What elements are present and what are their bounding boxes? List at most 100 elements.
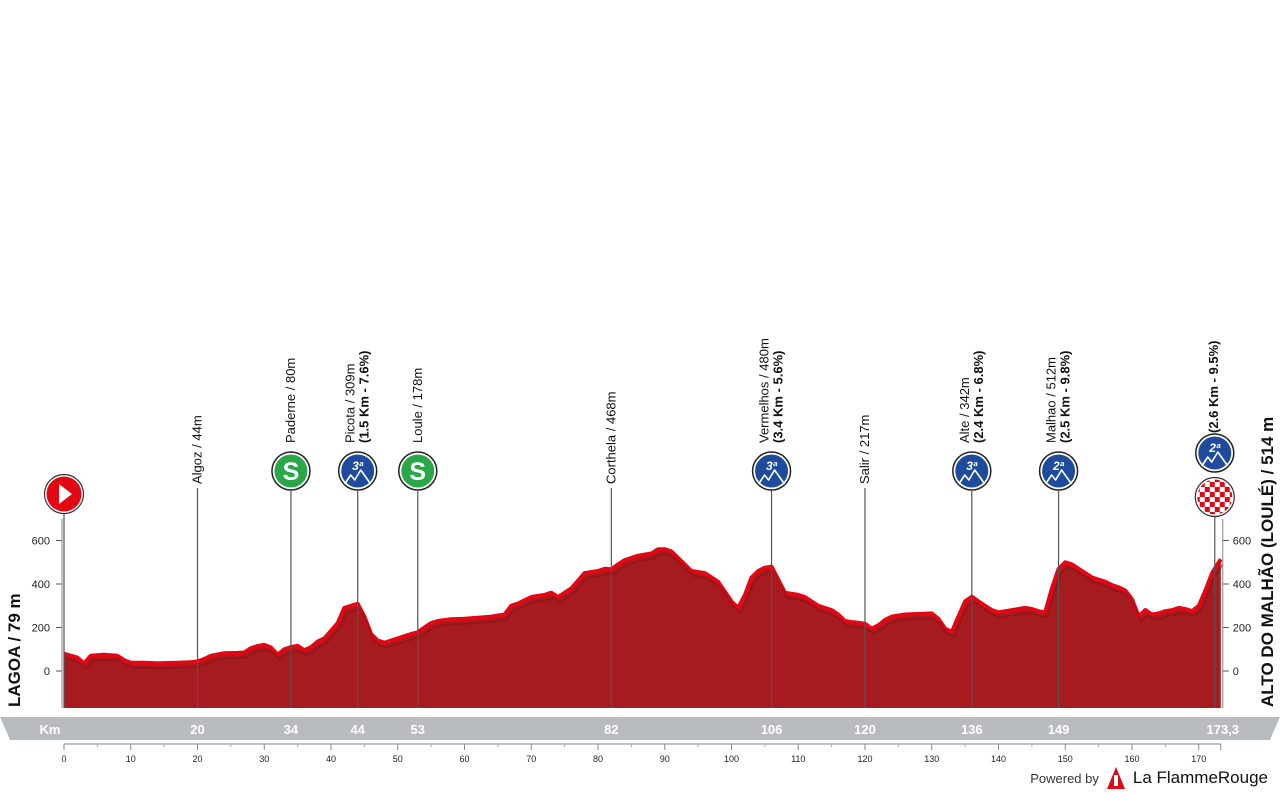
y-tick-label-left: 200 — [32, 623, 50, 635]
climb-category-label: 3ª — [352, 459, 364, 473]
marker-4: S Loule / 178m — [398, 368, 438, 708]
marker-5: Corthela / 468m — [603, 392, 618, 708]
marker-climb-detail: (3.4 Km - 5.6%) — [771, 351, 786, 443]
marker-1: Algoz / 44m — [190, 415, 205, 708]
powered-by-label: Powered by — [1030, 770, 1099, 786]
y-tick-label-left: 600 — [32, 536, 50, 548]
km-band-bg — [0, 717, 1280, 740]
checker-square — [1209, 482, 1215, 487]
y-tick-label-right: 0 — [1233, 666, 1239, 678]
x-tick-label: 50 — [393, 754, 403, 764]
markers: Algoz / 44m S Paderne / 80m 3ª Picota / 309m… — [43, 338, 1235, 708]
checker-square — [1214, 497, 1220, 502]
x-tick-label: 130 — [924, 754, 939, 764]
x-tick-label: 20 — [192, 754, 202, 764]
km-band-value: 136 — [961, 722, 983, 737]
km-band: Km 20 34 44 53 82 106 120 136 149 173,3 — [0, 717, 1280, 740]
x-tick-label: 110 — [791, 754, 805, 764]
y-axis: 0 0 200 200 400 400 600 600 — [32, 518, 1251, 708]
marker-name: Paderne / 80m — [283, 358, 298, 443]
checker-square — [1224, 497, 1230, 502]
km-band-value: 106 — [761, 722, 783, 737]
x-tick-label: 70 — [526, 754, 536, 764]
y-tick-label-left: 0 — [44, 666, 50, 678]
finish-label: ALTO DO MALHÃO (LOULÉ) / 514 m — [1257, 417, 1277, 707]
marker-name: Loule / 178m — [410, 368, 425, 443]
checker-square — [1229, 492, 1233, 497]
km-band-value: 149 — [1048, 722, 1070, 737]
marker-name: Picota / 309m — [343, 364, 358, 444]
profile-shade — [65, 553, 1224, 670]
km-band-value: 82 — [604, 722, 618, 737]
checker-square — [1224, 487, 1230, 492]
climb-badge — [1042, 454, 1076, 488]
checker-square — [1204, 507, 1210, 512]
x-tick-label: 80 — [593, 754, 603, 764]
x-tick-label: 0 — [61, 754, 66, 764]
marker-2: S Paderne / 80m — [271, 358, 311, 708]
side-labels: LAGOA / 79 m ALTO DO MALHÃO (LOULÉ) / 514… — [5, 417, 1277, 707]
credit: Powered by La FlammeRouge — [1030, 767, 1268, 789]
distance-axis: 0 10 20 30 40 50 60 70 80 90 100 110 120 130 140 150 160… — [61, 743, 1222, 764]
checker-square — [1229, 512, 1233, 515]
profile-fill — [64, 549, 1221, 708]
sprint-badge — [401, 454, 435, 488]
km-band-value: 53 — [411, 722, 425, 737]
x-tick-label: 170 — [1191, 754, 1206, 764]
y-tick-label-right: 200 — [1233, 623, 1251, 635]
checker-square — [1204, 497, 1210, 502]
mountain-icon — [344, 469, 372, 485]
mountain-icon — [1044, 469, 1073, 485]
checker-square — [1199, 502, 1205, 507]
climb-badge — [1198, 436, 1232, 470]
finish-marker: 2ª(2.6 Km - 9.5%) — [1194, 341, 1235, 708]
marker-8: 3ª Alte / 342m (2.4 Km - 6.8%) — [952, 351, 992, 708]
marker-name: Algoz / 44m — [190, 415, 205, 484]
x-tick-label: 140 — [991, 754, 1006, 764]
checker-square — [1214, 479, 1220, 482]
marker-name: Salir / 217m — [857, 415, 872, 484]
checker-square — [1214, 487, 1220, 492]
profile-edge — [63, 547, 1223, 666]
km-band-value: 34 — [284, 722, 299, 737]
y-tick-label-right: 400 — [1233, 579, 1251, 591]
start-label: LAGOA / 79 m — [5, 593, 24, 707]
x-tick-label: 60 — [459, 754, 469, 764]
marker-3: 3ª Picota / 309m (1.5 Km - 7.6%) — [337, 351, 378, 708]
checker-square — [1219, 482, 1225, 487]
checker-square — [1209, 502, 1215, 507]
marker-climb-detail: (2.5 Km - 9.8%) — [1058, 351, 1073, 443]
brand-name: La FlammeRouge — [1132, 768, 1268, 787]
flame-logo-icon — [1106, 767, 1125, 789]
marker-7: Salir / 217m — [857, 415, 872, 708]
checker-square — [1209, 492, 1215, 497]
marker-climb-detail: (2.4 Km - 6.8%) — [971, 351, 986, 443]
marker-climb-detail: (1.5 Km - 7.6%) — [357, 351, 372, 443]
marker-6: 3ª Vermelhos / 480m (3.4 Km - 5.6%) — [751, 338, 792, 708]
km-label: Km — [40, 722, 61, 737]
x-tick-label: 30 — [259, 754, 269, 764]
sprint-badge-label: S — [283, 458, 300, 486]
finish-climb-detail: (2.6 Km - 9.5%) — [1206, 341, 1221, 433]
km-band-finish: 173,3 — [1207, 722, 1240, 737]
mountain-icon — [1201, 451, 1229, 467]
checker-square — [1197, 479, 1200, 482]
mountain-icon — [757, 469, 786, 485]
x-tick-label: 120 — [857, 754, 872, 764]
climb-badge — [755, 454, 789, 488]
checker-square — [1219, 492, 1225, 497]
y-tick-label-left: 400 — [32, 579, 50, 591]
mountain-icon — [958, 469, 986, 485]
km-band-value: 44 — [350, 722, 365, 737]
km-band-value: 120 — [854, 722, 876, 737]
x-tick-label: 90 — [660, 754, 670, 764]
checker-square — [1219, 502, 1225, 507]
x-tick-label: 10 — [126, 754, 136, 764]
x-tick-label: 100 — [724, 754, 739, 764]
y-tick-label-right: 600 — [1233, 536, 1251, 548]
climb-badge — [955, 454, 989, 488]
x-tick-label: 40 — [326, 754, 336, 764]
checker-square — [1197, 497, 1200, 502]
climb-category-label: 3ª — [766, 459, 778, 473]
